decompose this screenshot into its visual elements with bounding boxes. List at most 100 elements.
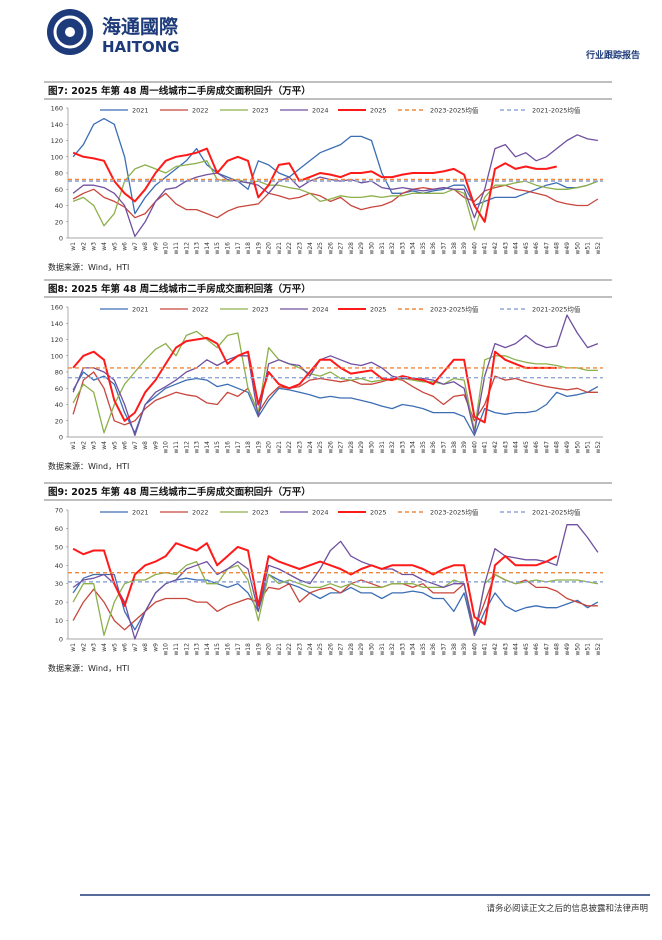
x-tick-label: w44 xyxy=(513,441,520,454)
x-tick-label: w38 xyxy=(451,441,458,454)
legend-label: 2025 xyxy=(370,509,387,517)
x-tick-label: w46 xyxy=(533,643,540,656)
x-tick-label: w29 xyxy=(358,242,365,255)
x-tick-label: w14 xyxy=(204,242,211,255)
figure-title: 图9: 2025 年第 48 周三线城市二手房成交面积回升（万平） xyxy=(48,486,311,498)
x-tick-label: w29 xyxy=(358,441,365,454)
x-tick-label: w28 xyxy=(348,643,355,656)
report-type: 行业跟踪报告 xyxy=(585,49,640,61)
x-tick-label: w27 xyxy=(338,441,345,454)
legend-label: 2023-2025均值 xyxy=(430,106,479,115)
legend-label: 2022 xyxy=(192,509,209,517)
x-tick-label: w4 xyxy=(101,242,108,251)
legend-label: 2023 xyxy=(252,107,269,115)
figure-title: 图8: 2025 年第 48 周二线城市二手房成交面积回落（万平） xyxy=(48,283,311,295)
x-tick-label: w19 xyxy=(255,441,262,454)
x-tick-label: w42 xyxy=(492,643,499,656)
x-tick-label: w20 xyxy=(266,643,273,656)
x-tick-label: w19 xyxy=(255,643,262,656)
x-tick-label: w39 xyxy=(461,643,468,656)
x-tick-label: w11 xyxy=(173,441,180,454)
x-tick-label: w52 xyxy=(595,441,602,454)
x-tick-label: w3 xyxy=(91,441,98,450)
x-tick-label: w24 xyxy=(307,441,314,454)
legend-label: 2021-2025均值 xyxy=(532,106,581,115)
x-tick-label: w22 xyxy=(286,441,293,454)
x-tick-label: w13 xyxy=(194,242,201,255)
y-tick-label: 20 xyxy=(55,417,63,425)
x-tick-label: w28 xyxy=(348,242,355,255)
footer-disclaimer: 请务必阅读正文之后的信息披露和法律声明 xyxy=(486,903,648,914)
x-tick-label: w36 xyxy=(430,242,437,255)
x-tick-label: w48 xyxy=(554,242,561,255)
legend-label: 2021 xyxy=(132,107,149,115)
y-tick-label: 40 xyxy=(55,401,63,409)
series-line xyxy=(72,371,599,437)
x-tick-label: w21 xyxy=(276,242,283,255)
source-note: 数据来源：Wind，HTI xyxy=(48,461,129,471)
x-tick-label: w19 xyxy=(255,242,262,255)
y-tick-label: 120 xyxy=(51,336,63,344)
x-tick-label: w34 xyxy=(410,242,417,255)
x-tick-label: w11 xyxy=(173,643,180,656)
x-tick-label: w2 xyxy=(80,441,87,450)
series-line xyxy=(72,314,599,437)
x-tick-label: w5 xyxy=(111,242,118,251)
x-tick-label: w39 xyxy=(461,441,468,454)
x-tick-label: w10 xyxy=(163,441,170,454)
y-tick-label: 120 xyxy=(51,137,63,145)
legend-label: 2024 xyxy=(312,107,329,115)
x-tick-label: w33 xyxy=(399,242,406,255)
x-tick-label: w33 xyxy=(399,643,406,656)
x-tick-label: w14 xyxy=(204,643,211,656)
x-tick-label: w7 xyxy=(132,441,139,450)
x-tick-label: w46 xyxy=(533,441,540,454)
y-tick-label: 160 xyxy=(51,304,63,312)
x-tick-label: w43 xyxy=(502,643,509,656)
x-tick-label: w26 xyxy=(327,441,334,454)
x-tick-label: w48 xyxy=(554,441,561,454)
y-tick-label: 60 xyxy=(55,525,63,533)
series-line xyxy=(72,134,598,238)
x-tick-label: w9 xyxy=(153,441,160,450)
x-tick-label: w8 xyxy=(142,242,149,251)
x-tick-label: w39 xyxy=(461,242,468,255)
chart: 图8: 2025 年第 48 周二线城市二手房成交面积回落（万平） 0 20 40 60… xyxy=(44,279,612,471)
x-tick-label: w40 xyxy=(471,441,478,454)
x-tick-label: w31 xyxy=(379,643,386,656)
logo: 海通國際 HAITONG xyxy=(47,9,180,56)
y-tick-label: 160 xyxy=(51,105,63,113)
x-tick-label: w7 xyxy=(132,242,139,251)
x-tick-label: w25 xyxy=(317,242,324,255)
series-line xyxy=(72,524,599,640)
x-tick-label: w52 xyxy=(595,643,602,656)
x-tick-label: w47 xyxy=(543,242,550,255)
x-tick-label: w26 xyxy=(327,643,334,656)
x-tick-label: w25 xyxy=(317,643,324,656)
legend-label: 2024 xyxy=(312,509,329,517)
legend-label: 2021-2025均值 xyxy=(532,508,581,517)
x-tick-label: w10 xyxy=(163,643,170,656)
x-tick-label: w40 xyxy=(471,242,478,255)
x-tick-label: w34 xyxy=(410,643,417,656)
x-tick-label: w45 xyxy=(523,643,530,656)
x-tick-label: w4 xyxy=(101,441,108,450)
x-tick-label: w15 xyxy=(214,242,221,255)
x-tick-label: w43 xyxy=(502,441,509,454)
x-tick-label: w16 xyxy=(225,643,232,656)
x-tick-label: w27 xyxy=(338,643,345,656)
x-tick-label: w37 xyxy=(441,643,448,656)
logo-icon-ring xyxy=(53,15,87,49)
legend-label: 2021-2025均值 xyxy=(532,305,581,314)
y-tick-label: 60 xyxy=(55,186,63,194)
y-tick-label: 20 xyxy=(55,218,63,226)
x-tick-label: w35 xyxy=(420,242,427,255)
series-line xyxy=(72,371,598,426)
x-tick-label: w40 xyxy=(471,643,478,656)
x-tick-label: w50 xyxy=(574,242,581,255)
x-tick-label: w16 xyxy=(225,242,232,255)
x-tick-label: w18 xyxy=(245,643,252,656)
y-tick-label: 140 xyxy=(51,121,63,129)
x-tick-label: w48 xyxy=(554,643,561,656)
